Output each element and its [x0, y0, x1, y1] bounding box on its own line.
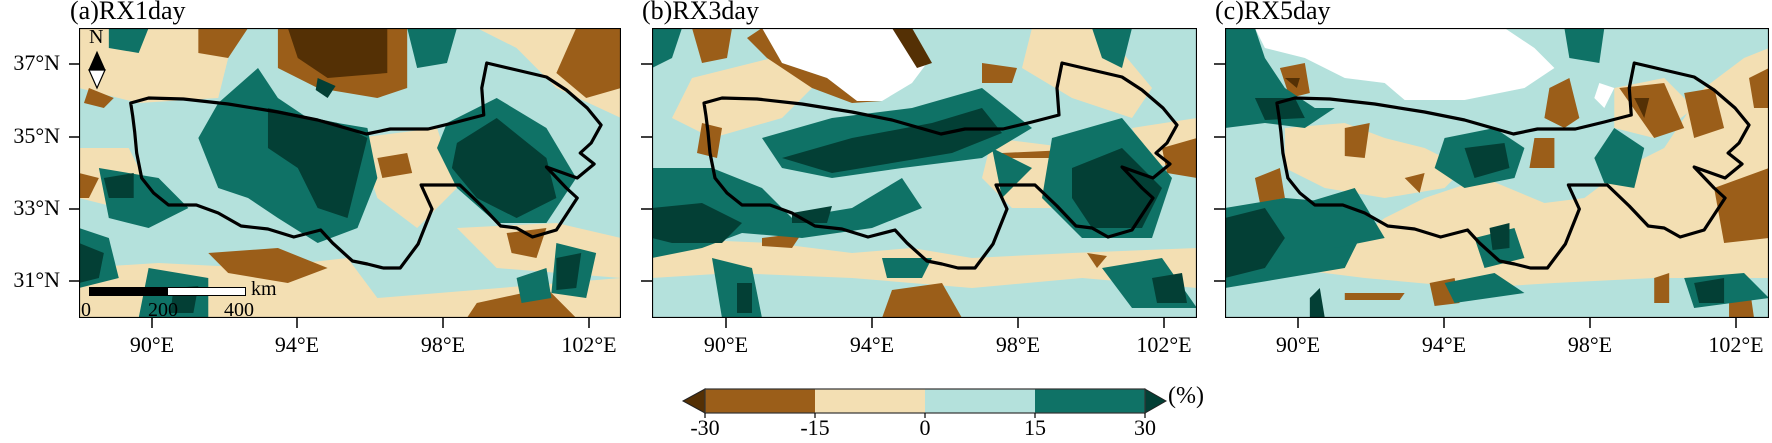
- y-tick-35n: 35°N: [13, 123, 60, 148]
- colorbar-tick-minus30: -30: [690, 415, 720, 440]
- x-tick-94e: 94°E: [849, 332, 895, 357]
- x-tick-102e: 102°E: [1708, 332, 1764, 357]
- y-tick-31n: 31°N: [13, 267, 60, 292]
- x-tick-98e: 98°E: [420, 332, 466, 357]
- x-tick-102e: 102°E: [1136, 332, 1192, 357]
- x-tick-94e: 94°E: [1421, 332, 1467, 357]
- map-panel-rx3day: [652, 28, 1197, 318]
- x-tick-90e: 90°E: [129, 332, 175, 357]
- panel-b-title: (b)RX3day: [642, 0, 759, 25]
- north-arrow-icon: [88, 50, 106, 90]
- x-tick-102e: 102°E: [561, 332, 617, 357]
- colorbar-tick-minus15: -15: [800, 415, 830, 440]
- x-tick-90e: 90°E: [703, 332, 749, 357]
- panel-c-title: (c)RX5day: [1215, 0, 1331, 25]
- colorbar-tick-30: 30: [1134, 415, 1156, 440]
- y-tick-37n: 37°N: [13, 50, 60, 75]
- y-tick-33n: 33°N: [13, 195, 60, 220]
- x-tick-94e: 94°E: [274, 332, 320, 357]
- x-tick-90e: 90°E: [1275, 332, 1321, 357]
- scale-bar-unit: km: [251, 278, 277, 300]
- scale-bar-label-0: 0: [81, 299, 91, 321]
- north-arrow-label: N: [89, 26, 104, 48]
- scale-bar-label-200: 200: [148, 299, 178, 321]
- panel-a-title: (a)RX1day: [70, 0, 186, 25]
- colorbar-tick-0: 0: [919, 415, 931, 440]
- map-panel-rx5day: [1225, 28, 1769, 318]
- map-panel-rx1day: N km 0 200 400: [79, 26, 621, 321]
- x-tick-98e: 98°E: [1567, 332, 1613, 357]
- scale-bar: [89, 287, 246, 296]
- scale-bar-label-400: 400: [224, 299, 254, 321]
- colorbar-unit: (%): [1168, 383, 1204, 409]
- colorbar-tick-15: 15: [1024, 415, 1046, 440]
- x-tick-98e: 98°E: [995, 332, 1041, 357]
